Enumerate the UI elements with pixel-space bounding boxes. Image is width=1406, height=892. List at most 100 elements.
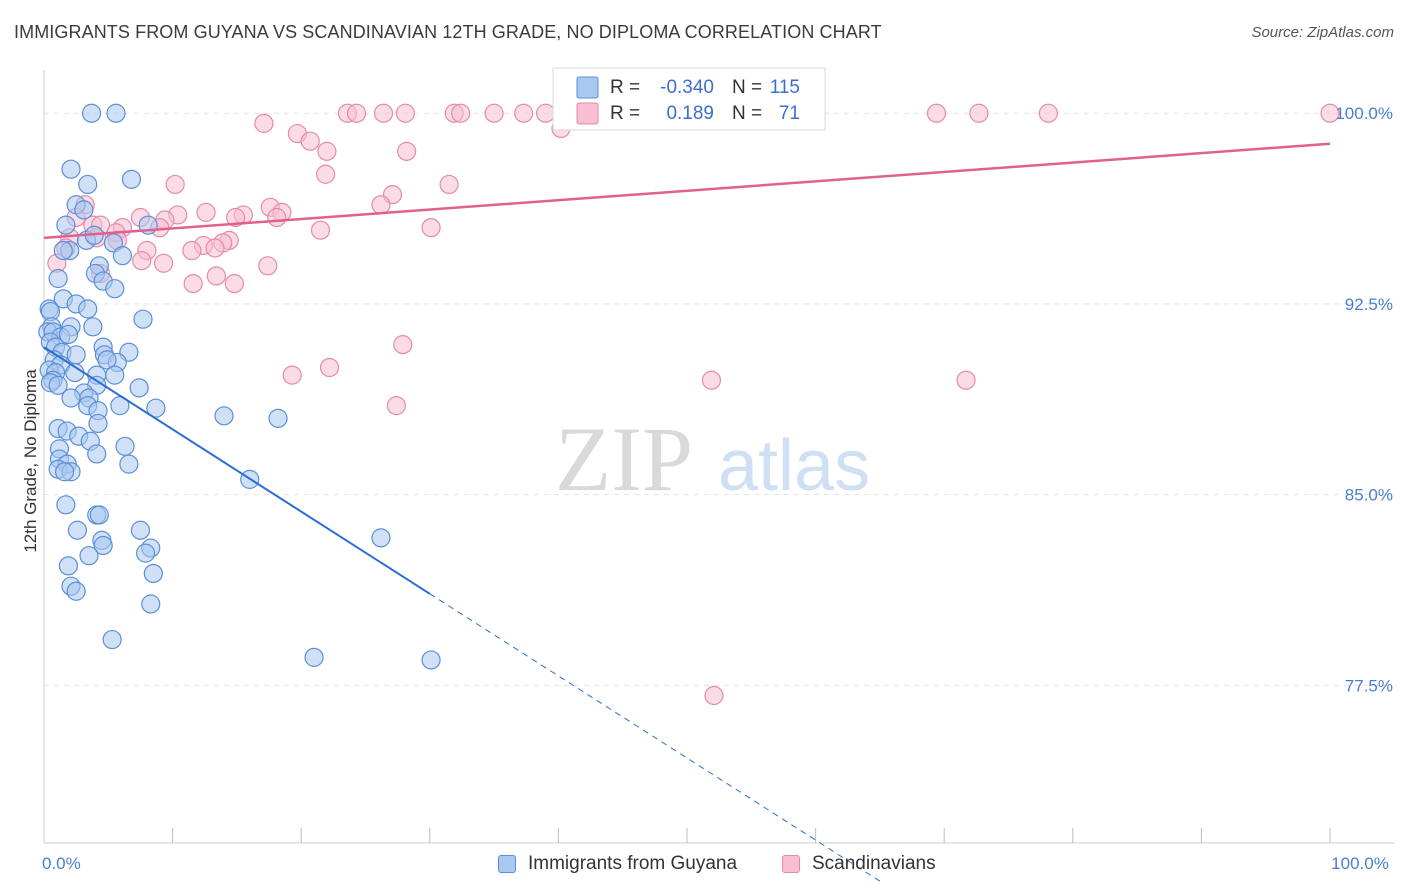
guyana-point xyxy=(78,299,98,319)
scandinavians-point xyxy=(183,273,203,294)
guyana-point xyxy=(143,563,163,584)
x-tick-label: 100.0% xyxy=(1331,854,1389,873)
scandinavians-point xyxy=(226,207,246,228)
legend-r-value-1: -0.340 xyxy=(660,77,714,98)
guyana-point xyxy=(78,174,98,195)
y-axis-title: 12th Grade, No Diploma xyxy=(21,369,40,553)
guyana-point xyxy=(141,594,161,614)
scandinavians-point xyxy=(310,220,331,240)
stats-legend: R = -0.340 N = 115 R = 0.189 N = 71 xyxy=(552,67,826,131)
guyana-point xyxy=(58,556,79,576)
guyana-point xyxy=(97,350,117,370)
x-tick-label: 0.0% xyxy=(42,854,81,873)
guyana-point xyxy=(87,444,107,464)
guyana-point xyxy=(58,324,79,345)
legend-item-guyana[interactable]: Immigrants from Guyana xyxy=(498,850,737,878)
scandinavians-point xyxy=(484,103,504,123)
scandinavians-point xyxy=(451,103,471,123)
axis-layer xyxy=(43,70,1395,844)
guyana-point xyxy=(89,505,109,525)
scandinavians-point xyxy=(182,240,202,261)
guyana-point xyxy=(121,169,142,189)
legend-n-value-2: 71 xyxy=(779,103,800,124)
scandinavians-point xyxy=(926,103,947,123)
scandinavians-point xyxy=(969,103,989,123)
guyana-point xyxy=(48,268,68,289)
guyana-point xyxy=(53,240,73,261)
legend-swatch-blue xyxy=(576,76,599,99)
trend-lines xyxy=(43,142,1331,882)
y-tick-labels: 100.0% 92.5% 85.0% 77.5% xyxy=(1335,104,1393,695)
scandinavians-point xyxy=(1038,103,1058,123)
scandinavians-point xyxy=(165,174,185,195)
scandinavians-points xyxy=(47,103,1340,706)
guyana-point xyxy=(48,375,68,395)
guyana-point xyxy=(133,309,153,329)
guyana-point xyxy=(74,200,94,220)
scandinavians-point xyxy=(205,238,225,258)
scandinavians-point xyxy=(371,195,391,215)
legend-n-label-1: N = xyxy=(732,77,762,98)
x-tick-labels: 0.0% 100.0% xyxy=(42,854,1389,873)
guyana-point xyxy=(66,345,86,365)
legend-label-guyana: Immigrants from Guyana xyxy=(528,853,738,874)
y-tick-label: 85.0% xyxy=(1345,486,1393,505)
guyana-point xyxy=(146,398,166,418)
scandinavians-point xyxy=(317,141,337,161)
scandinavians-point xyxy=(267,207,287,228)
guyana-point xyxy=(105,279,125,299)
scandinavians-point xyxy=(300,131,320,151)
guyana-point xyxy=(135,543,156,563)
scandinavians-point xyxy=(196,202,216,222)
scandinavians-point xyxy=(206,266,226,286)
guyana-points xyxy=(38,103,441,670)
scandinavians-point xyxy=(397,141,417,161)
scandinavians-point xyxy=(224,273,244,294)
guyana-point xyxy=(61,159,81,179)
y-tick-label: 92.5% xyxy=(1345,295,1393,314)
watermark: ZIP atlas xyxy=(555,408,870,510)
guyana-point xyxy=(304,647,324,667)
watermark-zip: ZIP xyxy=(555,408,693,510)
scandinavians-trend-line xyxy=(43,142,1331,240)
scandinavians-point xyxy=(319,357,340,378)
scandinavians-point xyxy=(393,335,413,355)
guyana-point xyxy=(83,317,103,337)
scandinavians-point xyxy=(704,685,724,706)
legend-n-label-2: N = xyxy=(732,103,762,124)
y-tick-label: 77.5% xyxy=(1345,676,1393,695)
legend-swatch-guyana xyxy=(498,855,516,873)
scandinavians-point xyxy=(421,218,441,238)
legend-swatch-pink xyxy=(576,102,599,125)
guyana-point xyxy=(115,436,135,456)
scandinavians-point xyxy=(1320,103,1340,123)
legend-swatch-scandinavians xyxy=(782,855,800,873)
guyana-point xyxy=(93,535,113,556)
scandinavians-point xyxy=(316,164,336,184)
scandinavians-point xyxy=(132,251,152,271)
scandinavians-point xyxy=(153,253,174,273)
scandinavians-point xyxy=(258,256,278,276)
guyana-point xyxy=(102,629,122,650)
scandinavians-point xyxy=(535,103,556,123)
guyana-point xyxy=(268,408,288,428)
guyana-point xyxy=(56,495,76,515)
guyana-point xyxy=(81,103,102,123)
scandinavians-point xyxy=(373,103,394,123)
guyana-point xyxy=(67,520,88,540)
source-label: Source: ZipAtlas.com xyxy=(1251,24,1394,41)
guyana-point xyxy=(56,215,76,235)
guyana-point xyxy=(54,462,75,482)
scandinavians-point xyxy=(701,370,722,390)
guyana-point xyxy=(106,103,126,123)
legend-item-scandinavians[interactable]: Scandinavians xyxy=(782,850,936,878)
scandinavians-point xyxy=(514,103,534,123)
guyana-trend-extension xyxy=(429,593,881,882)
legend-r-label-1: R = xyxy=(610,77,640,98)
guyana-trend-line xyxy=(43,346,431,595)
y-tick-label: 100.0% xyxy=(1335,104,1393,123)
guyana-point xyxy=(105,365,125,385)
scandinavians-point xyxy=(395,103,415,123)
scandinavians-point xyxy=(386,396,406,416)
